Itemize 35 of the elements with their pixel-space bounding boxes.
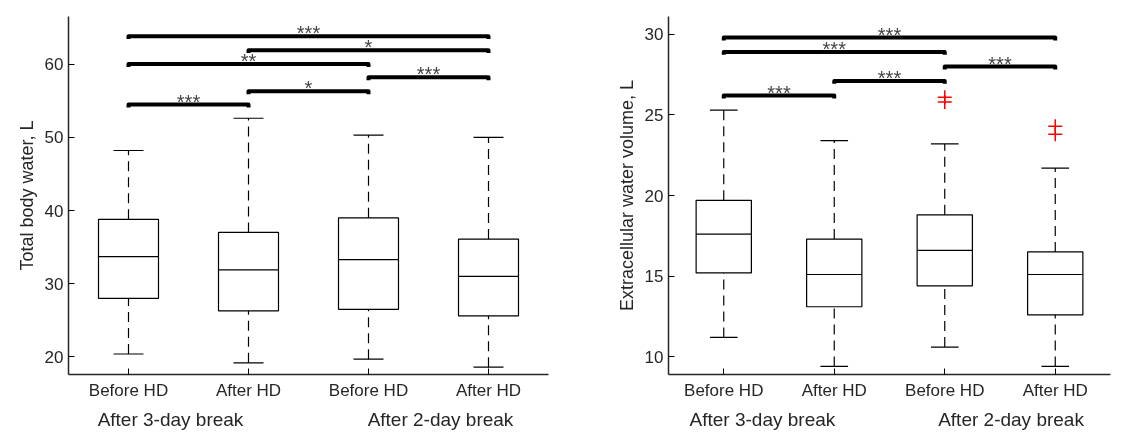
x-tick-label: Before HD [905,380,985,400]
x-tick-label: Before HD [684,380,764,400]
text: After 2-day break [367,408,514,430]
y-tick-label: 10 [644,347,664,367]
text: After 3-day break [97,408,244,430]
annotation: ** [240,50,257,73]
text: After 2-day break [938,408,1085,430]
annotation: *** [988,52,1012,75]
x-tick-label: After HD [1022,380,1088,400]
annotation: *** [767,81,791,104]
x-tick-label: After HD [455,380,522,400]
y-tick-label: 40 [44,201,64,221]
y-axis-title: Total body water, L [16,120,37,271]
y-tick-label: 50 [44,128,64,148]
x-tick-label: Before HD [88,380,169,400]
y-tick-label: 20 [644,186,664,206]
annotation: *** [296,22,321,45]
y-tick-label: 30 [644,25,664,45]
x-tick-label: Before HD [328,380,409,400]
x-tick-label: After HD [215,380,282,400]
x-tick-label: After HD [801,380,867,400]
y-tick-label: 25 [644,105,664,125]
annotation: * [304,77,313,100]
annotation: *** [822,37,847,60]
annotation: *** [877,23,902,46]
annotation: *** [416,63,441,86]
annotation: *** [877,66,902,89]
y-tick-label: 60 [44,55,64,75]
y-tick-label: 30 [44,274,64,294]
y-tick-label: 20 [44,347,64,367]
annotation: * [364,36,373,59]
annotation: *** [176,90,201,113]
y-tick-label: 15 [644,267,664,287]
y-axis-title: Extracellular water volume, L [616,79,637,312]
text: After 3-day break [689,408,836,430]
